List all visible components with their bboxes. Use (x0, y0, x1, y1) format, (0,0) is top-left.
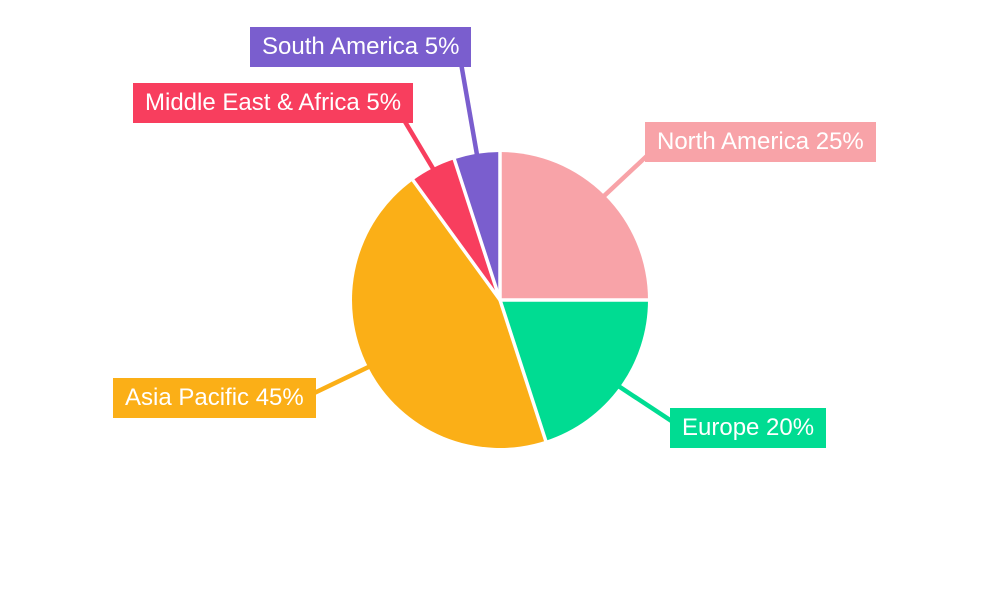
slice-separator (498, 299, 548, 442)
leader-line-asia-pacific (307, 364, 370, 399)
pie-slice-north-america (500, 152, 648, 300)
leader-line-europe (617, 384, 678, 426)
slice-separator (452, 158, 502, 301)
slice-separator (411, 178, 502, 302)
pie-slice-middle-east-africa (413, 159, 500, 300)
leader-line-north-america (602, 151, 652, 198)
leader-line-middle-east-africa (402, 118, 436, 171)
leader-line-south-america (458, 62, 480, 156)
pie-slice-europe (500, 300, 648, 441)
pie-slice-asia-pacific (352, 180, 546, 448)
